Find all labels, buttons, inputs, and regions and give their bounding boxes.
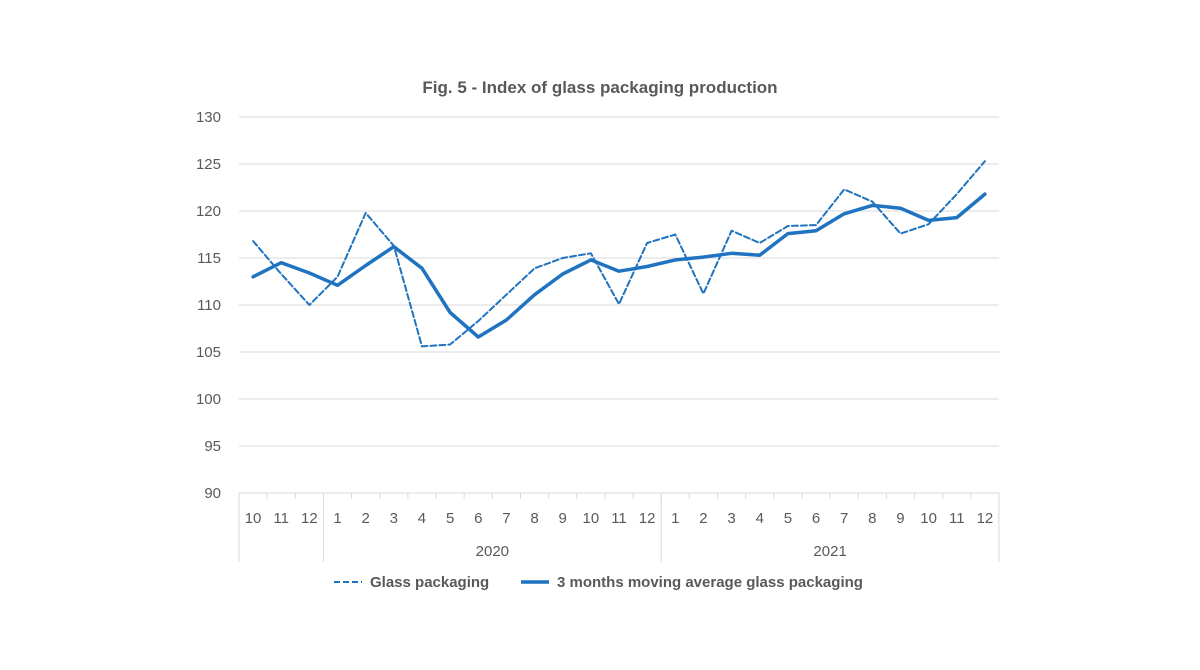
- y-tick-label: 120: [196, 203, 221, 220]
- y-tick-label: 110: [197, 297, 221, 314]
- x-tick-label: 8: [530, 510, 538, 527]
- x-axis: 10 11 12 1 2 3 4 5 6 7 8 9 10 11 12 1 2 3 4 5 6 7 8 9 10 11 122020…: [238, 492, 1000, 562]
- series-lines: [251, 160, 987, 348]
- x-tick-label: 10: [245, 510, 262, 527]
- x-tick-label: 7: [840, 510, 848, 527]
- legend: Glass packaging 3 months moving average g…: [334, 574, 863, 591]
- x-tick-label: 6: [474, 510, 482, 527]
- x-tick-label: 11: [273, 510, 289, 527]
- x-tick-label: 4: [418, 510, 426, 527]
- x-tick-label: 11: [949, 510, 965, 527]
- y-axis-ticks: 90 95 100 105 110 115 120 125 130: [196, 109, 221, 502]
- x-tick-label: 5: [446, 510, 454, 527]
- x-tick-label: 2: [361, 510, 369, 527]
- x-tick-label: 9: [896, 510, 904, 527]
- x-tick-label: 7: [502, 510, 510, 527]
- x-tick-label: 4: [756, 510, 764, 527]
- x-tick-label: 6: [812, 510, 820, 527]
- x-tick-label: 8: [868, 510, 876, 527]
- y-tick-label: 100: [196, 391, 221, 408]
- y-tick-label: 105: [196, 344, 221, 361]
- gridlines: [239, 116, 999, 447]
- legend-label-0: Glass packaging: [370, 574, 489, 591]
- series-line-1: [251, 192, 987, 339]
- year-group-label: 2020: [476, 543, 509, 560]
- legend-label-1: 3 months moving average glass packaging: [557, 574, 863, 591]
- x-tick-label: 12: [977, 510, 994, 527]
- series-line-0: [252, 160, 986, 348]
- x-tick-label: 1: [671, 510, 679, 527]
- y-tick-label: 130: [196, 109, 221, 126]
- x-tick-label: 10: [583, 510, 600, 527]
- x-tick-label: 12: [301, 510, 318, 527]
- x-tick-label: 1: [333, 510, 341, 527]
- chart-title: Fig. 5 - Index of glass packaging produc…: [422, 78, 777, 97]
- x-tick-label: 5: [784, 510, 792, 527]
- x-tick-label: 9: [559, 510, 567, 527]
- x-tick-label: 12: [639, 510, 656, 527]
- y-tick-label: 95: [204, 438, 221, 455]
- x-tick-label: 2: [699, 510, 707, 527]
- year-group-label: 2021: [813, 543, 846, 560]
- y-tick-label: 90: [204, 485, 221, 502]
- x-tick-label: 11: [611, 510, 627, 527]
- y-tick-label: 115: [197, 250, 221, 267]
- x-tick-label: 3: [727, 510, 735, 527]
- x-tick-label: 3: [390, 510, 398, 527]
- x-tick-label: 10: [920, 510, 937, 527]
- y-tick-label: 125: [196, 156, 221, 173]
